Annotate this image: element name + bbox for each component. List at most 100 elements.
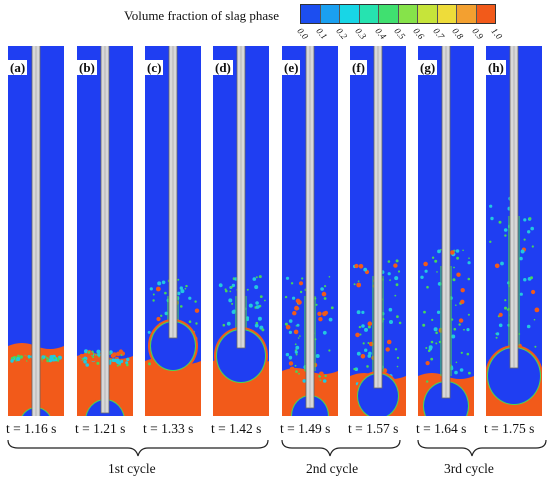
time-label: t = 1.33 s (143, 421, 194, 436)
slag-droplet (225, 289, 228, 293)
slag-droplet (285, 276, 290, 280)
panel-a: (a) (8, 46, 64, 416)
slag-droplet (425, 347, 428, 349)
slag-droplet (188, 296, 192, 300)
slag-droplet (48, 358, 53, 363)
slag-droplet (367, 321, 373, 327)
slag-droplet (288, 330, 292, 334)
slag-droplet (458, 323, 461, 326)
slag-droplet (294, 350, 298, 354)
slag-droplet (120, 354, 123, 357)
slag-droplet (533, 318, 536, 321)
slag-droplet (148, 362, 151, 366)
slag-droplet (435, 342, 438, 345)
panel-d: (d) (213, 46, 269, 416)
slag-droplet (428, 345, 433, 350)
slag-droplet (288, 319, 293, 323)
slag-droplet (289, 366, 295, 372)
slag-droplet (321, 291, 327, 297)
slag-droplet (218, 283, 223, 288)
slag-droplet (393, 263, 398, 268)
panel-f: (f) (350, 46, 406, 416)
slag-droplet (356, 310, 361, 315)
slag-droplet (157, 281, 162, 286)
slag-droplet (456, 272, 461, 277)
slag-droplet (452, 278, 456, 282)
gas-bubble (488, 348, 540, 404)
panel-h: (h) (486, 46, 542, 416)
slag-droplet (466, 328, 470, 332)
slag-droplet (426, 380, 429, 383)
slag-droplet (149, 287, 153, 291)
slag-droplet (85, 363, 89, 367)
slag-droplet (361, 310, 365, 314)
time-label: t = 1.64 s (416, 421, 467, 436)
slag-droplet (298, 372, 300, 375)
slag-droplet (356, 351, 361, 356)
slag-droplet (222, 323, 226, 327)
slag-droplet (420, 275, 424, 279)
slag-droplet (79, 353, 84, 359)
slag-droplet (83, 360, 87, 364)
brace-1st-cycle (7, 439, 269, 457)
slag-droplet (155, 286, 161, 292)
slag-droplet (366, 365, 369, 368)
slag-droplet (531, 289, 536, 295)
slag-droplet (354, 367, 359, 372)
slag-droplet (495, 336, 498, 339)
slag-droplet (385, 347, 390, 352)
slag-droplet (353, 367, 356, 371)
slag-droplet (359, 333, 362, 336)
gas-bubble (358, 374, 398, 416)
slag-droplet (20, 356, 23, 359)
slag-droplet (324, 374, 327, 378)
slag-droplet (394, 294, 397, 297)
slag-droplet (125, 361, 129, 365)
colorbar-segment (418, 5, 438, 23)
slag-droplet (297, 337, 300, 339)
slag-droplet (367, 342, 370, 344)
slag-droplet (460, 351, 463, 354)
slag-droplet (152, 293, 155, 296)
slag-droplet (180, 305, 183, 308)
slag-droplet (297, 300, 302, 305)
slag-droplet (90, 362, 96, 367)
slag-droplet (46, 359, 50, 363)
slag-droplet (293, 329, 299, 335)
slag-droplet (109, 352, 112, 355)
slag-droplet (361, 324, 365, 328)
slag-droplet (91, 354, 93, 357)
slag-droplet (530, 226, 534, 231)
slag-droplet (437, 249, 441, 254)
slag-droplet (257, 316, 262, 321)
slag-droplet (294, 305, 299, 311)
slag-droplet (296, 323, 300, 327)
slag-droplet (389, 279, 391, 281)
slag-droplet (462, 249, 464, 252)
slag-droplet (126, 357, 130, 362)
slag-droplet (11, 356, 14, 360)
slag-droplet (523, 218, 527, 222)
slag-droplet (368, 351, 372, 356)
slag-droplet (426, 285, 429, 289)
slag-droplet (50, 355, 54, 359)
colorbar-segment (359, 5, 379, 23)
slag-droplet (246, 288, 249, 291)
slag-droplet (355, 332, 360, 338)
slag-droplet (436, 271, 438, 273)
slag-droplet (460, 288, 465, 293)
slag-droplet (92, 356, 95, 359)
slag-droplet (534, 345, 537, 348)
slag-droplet (16, 357, 20, 362)
slag-droplet (292, 296, 296, 300)
slag-droplet (324, 285, 327, 288)
colorbar-segment (457, 5, 477, 23)
slag-droplet (188, 320, 192, 324)
slag-droplet (356, 282, 362, 288)
slag-droplet (500, 261, 504, 266)
slag-droplet (295, 345, 300, 350)
panel-label: (a) (8, 60, 28, 75)
slag-droplet (430, 357, 434, 361)
slag-droplet (156, 316, 161, 322)
